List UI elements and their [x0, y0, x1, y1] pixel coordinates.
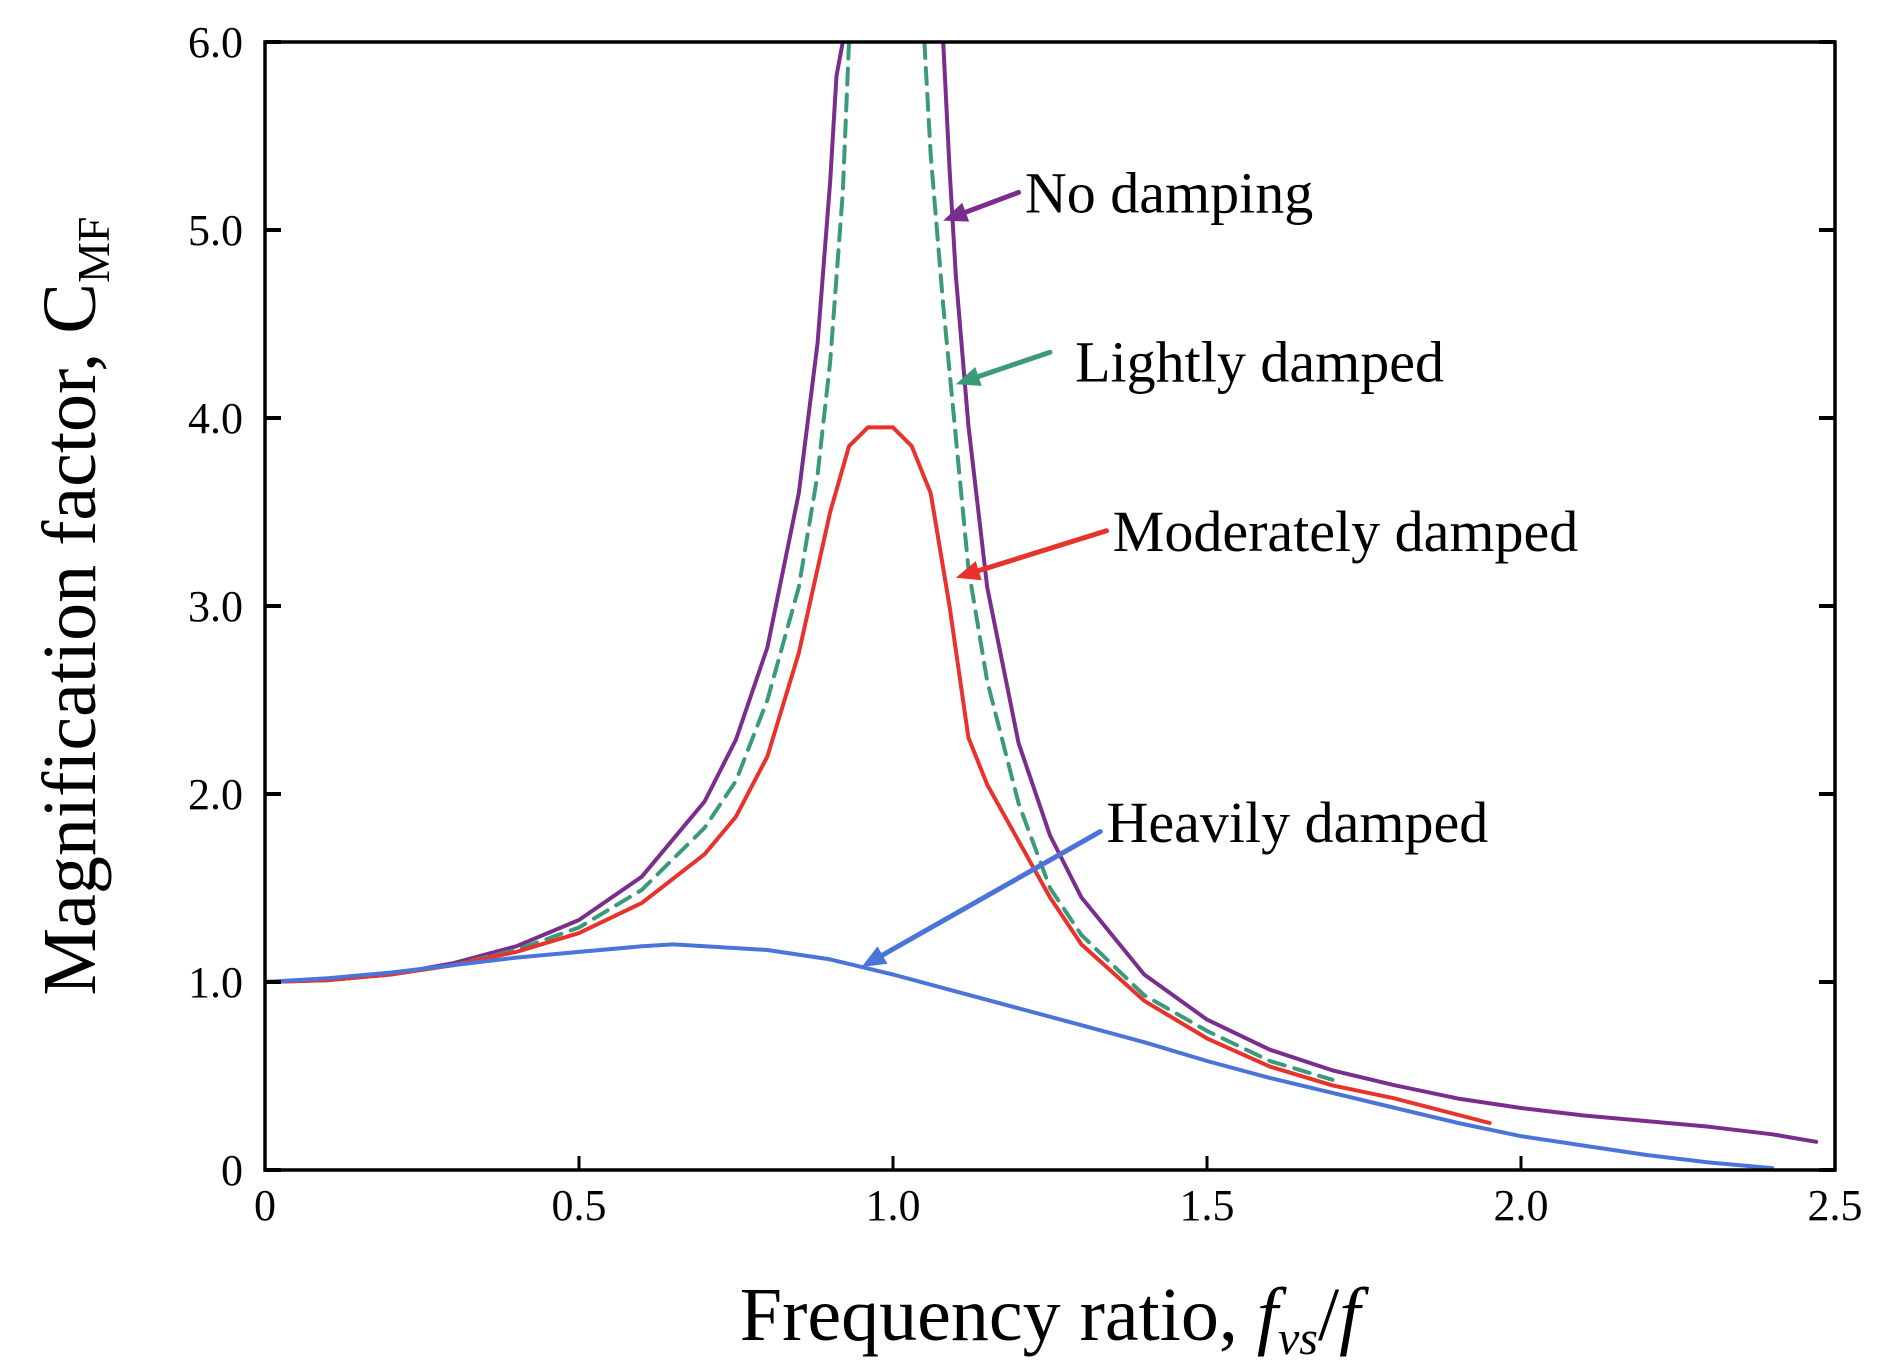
- y-tick-label: 6.0: [188, 18, 243, 67]
- y-tick-label: 2.0: [188, 770, 243, 819]
- x-tick-label: 0.5: [552, 1181, 607, 1230]
- y-tick-label: 1.0: [188, 958, 243, 1007]
- x-axis-title: Frequency ratio, fvs/f: [740, 1273, 1369, 1365]
- annotation-arrow-line: [976, 349, 1053, 379]
- annotation-arrow-line: [976, 528, 1110, 574]
- x-tick-label: 0: [254, 1181, 276, 1230]
- annotations-layer: No damping Lightly damped Moderately dampe…: [861, 160, 1578, 967]
- ticks-layer: [263, 40, 1837, 1172]
- annotation-arrow-line: [879, 829, 1103, 958]
- annotation-label: Moderately damped: [1113, 499, 1578, 564]
- y-axis-title: Magnification factor, CMF: [28, 217, 119, 996]
- x-tick-label: 1.0: [866, 1181, 921, 1230]
- x-tick-label: 1.5: [1180, 1181, 1235, 1230]
- x-tick-label: 2.5: [1808, 1181, 1863, 1230]
- annotation-arrow-head: [955, 561, 982, 581]
- annotation-arrow-head: [955, 367, 982, 386]
- annotation-arrow-head: [943, 202, 970, 222]
- y-tick-label: 3.0: [188, 582, 243, 631]
- annotation-arrow-head: [861, 946, 888, 967]
- annotation-label: Heavily damped: [1107, 790, 1489, 855]
- annotation-label: Lightly damped: [1075, 330, 1444, 395]
- x-tick-label: 2.0: [1494, 1181, 1549, 1230]
- annotation-label: No damping: [1025, 160, 1313, 225]
- curves-layer: [265, 42, 1819, 1170]
- tick-labels-layer: 0 0.5 1.0 1.5 2.0 2.5 0 1.0 2.0 3.0 4.0 5.0 6.0: [188, 18, 1863, 1230]
- annotation-arrow-line: [963, 189, 1022, 215]
- series-line-heavily-damped: [265, 942, 1775, 1170]
- y-tick-label: 5.0: [188, 206, 243, 255]
- series-line-moderately-damped: [265, 425, 1492, 1125]
- y-tick-label: 4.0: [188, 394, 243, 443]
- y-tick-label: 0: [221, 1146, 243, 1195]
